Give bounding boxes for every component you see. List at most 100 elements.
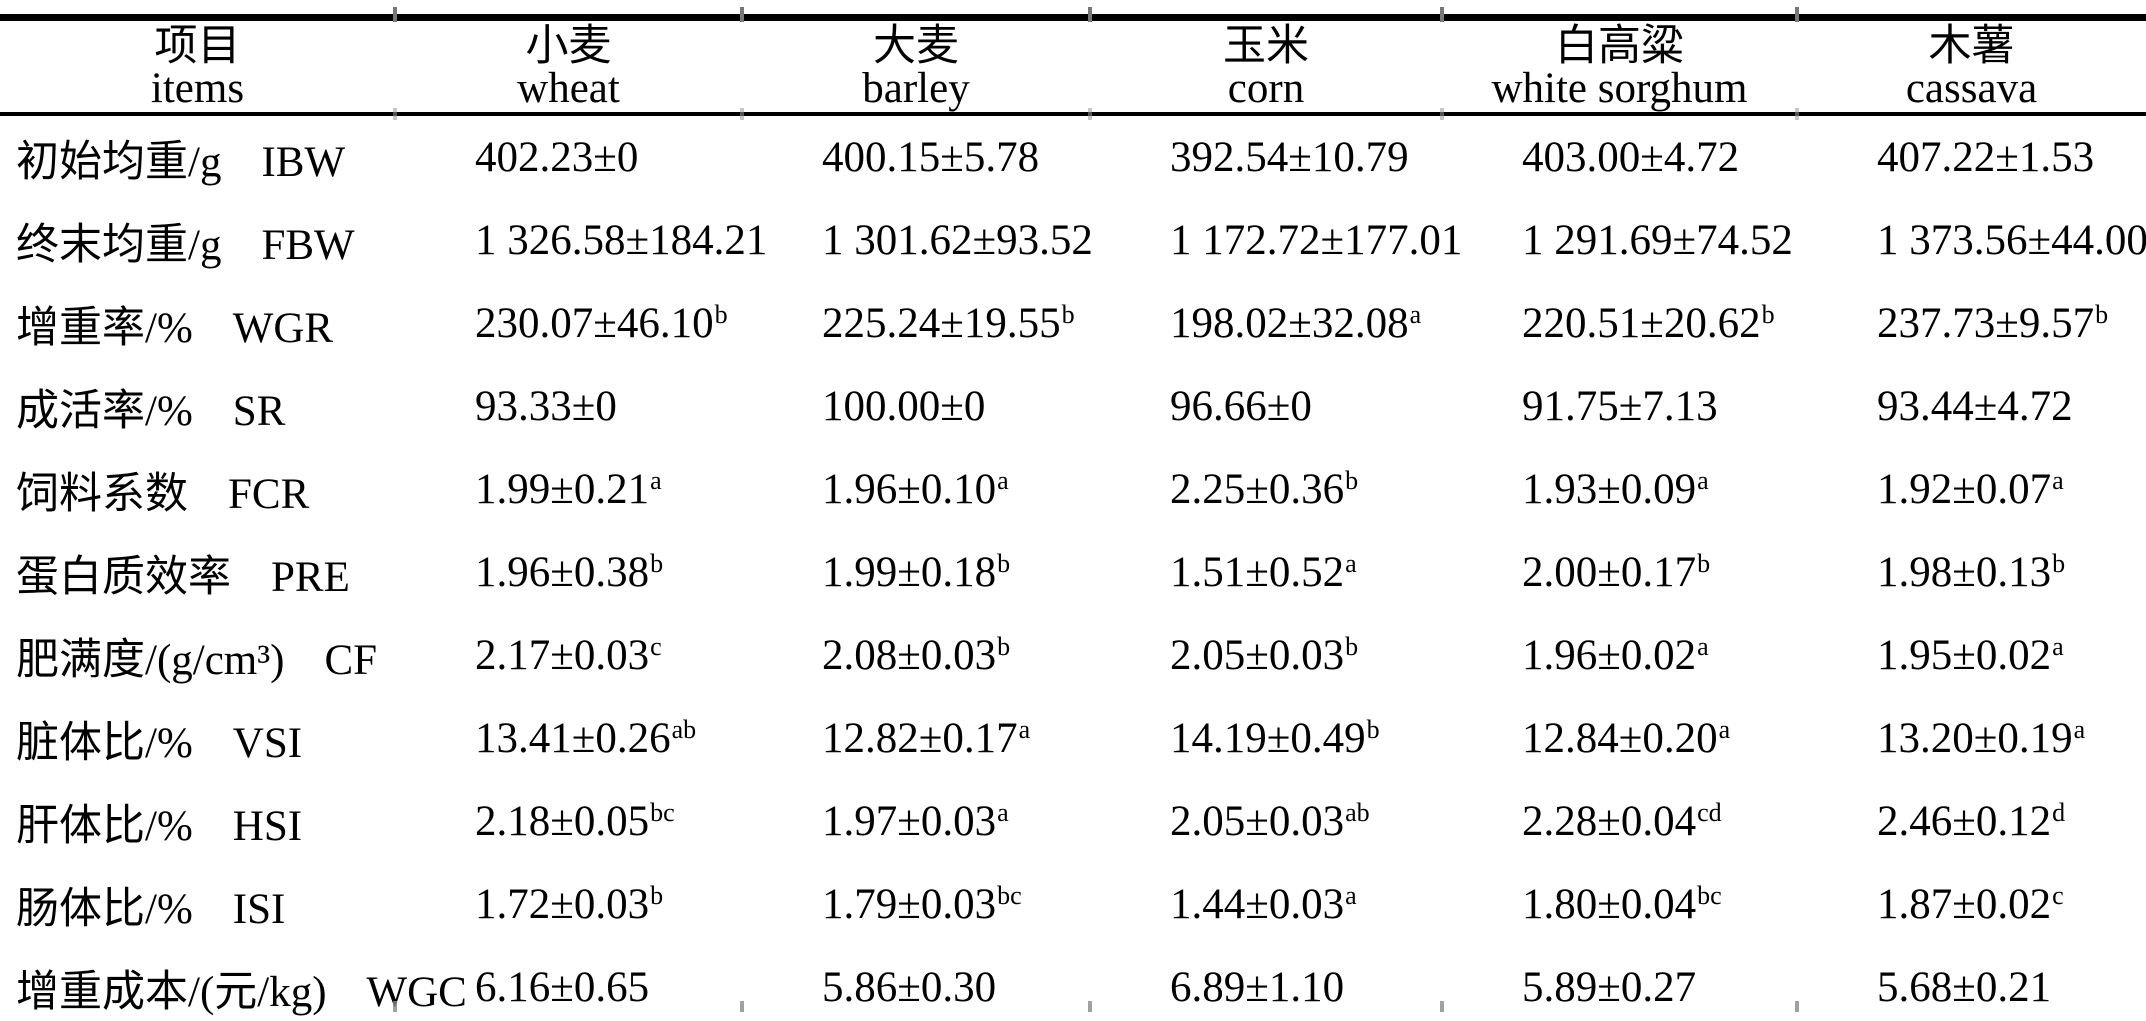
- row-label-abbr: FCR: [228, 470, 310, 518]
- column-separator-tick: [1440, 1001, 1444, 1012]
- value-cell: 13.20±0.19a: [1797, 697, 2146, 780]
- row-label-cell: 肥满度/(g/cm³) CF: [0, 614, 395, 697]
- significance-superscript: b: [1761, 299, 1775, 329]
- significance-superscript: ab: [1345, 797, 1370, 827]
- significance-superscript: b: [650, 880, 664, 910]
- measurement-value: 230.07±46.10: [475, 300, 714, 347]
- row-label-zh: 脏体比/%: [16, 719, 193, 767]
- significance-superscript: bc: [997, 880, 1022, 910]
- significance-superscript: b: [997, 631, 1011, 661]
- measurement-value: 407.22±1.53: [1877, 134, 2095, 181]
- value-cell: 2.08±0.03b: [742, 614, 1090, 697]
- significance-superscript: cd: [1697, 797, 1722, 827]
- measurement-value: 1.99±0.21: [475, 466, 650, 513]
- value-cell: 2.05±0.03b: [1090, 614, 1442, 697]
- measurement-value: 14.19±0.49: [1170, 715, 1366, 762]
- header-corn-en: corn: [1227, 65, 1305, 112]
- measurement-value: 1.96±0.02: [1522, 632, 1697, 679]
- measurement-value: 1 172.72±177.01: [1170, 217, 1463, 264]
- header-row: 项目 items 小麦 wheat 大麦 barley 玉米 corn 白高粱: [0, 17, 2146, 116]
- measurement-value: 2.00±0.17: [1522, 549, 1697, 596]
- header-white-sorghum-zh: 白高粱: [1555, 23, 1684, 70]
- row-label-abbr: HSI: [232, 802, 303, 850]
- measurement-value: 1.80±0.04: [1522, 881, 1697, 928]
- row-label-abbr: VSI: [232, 719, 303, 767]
- significance-superscript: b: [650, 548, 664, 578]
- value-cell: 93.44±4.72: [1797, 365, 2146, 448]
- value-cell: 91.75±7.13: [1442, 365, 1797, 448]
- measurement-value: 237.73±9.57: [1877, 300, 2095, 347]
- value-cell: 225.24±19.55b: [742, 282, 1090, 365]
- value-cell: 6.16±0.65: [395, 946, 742, 1021]
- row-label-cell: 初始均重/g IBW: [0, 114, 395, 199]
- significance-superscript: a: [1409, 299, 1422, 329]
- value-cell: 1 301.62±93.52: [742, 199, 1093, 282]
- value-cell: 12.84±0.20a: [1442, 697, 1797, 780]
- column-separator-tick: [740, 1001, 744, 1012]
- measurement-value: 2.28±0.04: [1522, 798, 1697, 845]
- header-barley-zh: 大麦: [873, 23, 959, 70]
- value-cell: 14.19±0.49b: [1090, 697, 1442, 780]
- measurement-value: 1 326.58±184.21: [475, 217, 768, 264]
- column-separator-tick: [740, 7, 744, 22]
- measurement-value: 1.92±0.07: [1877, 466, 2052, 513]
- significance-superscript: b: [1366, 714, 1380, 744]
- measurement-value: 2.17±0.03: [475, 632, 650, 679]
- value-cell: 2.25±0.36b: [1090, 448, 1442, 531]
- table-row: 终末均重/g FBW 1 326.58±184.21 1 301.62±93.52 1 …: [0, 199, 2146, 282]
- column-separator-tick: [1795, 7, 1799, 22]
- table-row: 初始均重/g IBW 402.23±0 400.15±5.78 392.54±10.79…: [0, 114, 2146, 199]
- column-separator-tick: [1440, 108, 1444, 120]
- row-label-zh: 蛋白质效率: [16, 553, 231, 601]
- value-cell: 1.97±0.03a: [742, 780, 1090, 863]
- measurement-value: 100.00±0: [822, 383, 986, 430]
- measurement-value: 1.44±0.03: [1170, 881, 1345, 928]
- value-cell: 220.51±20.62b: [1442, 282, 1797, 365]
- measurement-value: 1.51±0.52: [1170, 549, 1345, 596]
- measurement-value: 2.05±0.03: [1170, 632, 1345, 679]
- table-row: 成活率/% SR 93.33±0 100.00±0 96.66±0 91.75±7.13 9…: [0, 365, 2146, 448]
- header-cell-corn: 玉米 corn: [1090, 17, 1442, 116]
- significance-superscript: a: [650, 465, 662, 495]
- value-cell: 1.79±0.03bc: [742, 863, 1090, 946]
- measurement-value: 1.97±0.03: [822, 798, 997, 845]
- measurement-value: 1.93±0.09: [1522, 466, 1697, 513]
- value-cell: 96.66±0: [1090, 365, 1442, 448]
- row-label-zh: 初始均重/g: [16, 138, 222, 186]
- measurement-value: 1.98±0.13: [1877, 549, 2052, 596]
- measurement-value: 12.82±0.17: [822, 715, 1018, 762]
- measurement-value: 2.05±0.03: [1170, 798, 1345, 845]
- measurement-value: 93.44±4.72: [1877, 383, 2073, 430]
- measurement-value: 6.16±0.65: [475, 964, 650, 1011]
- significance-superscript: bc: [650, 797, 675, 827]
- row-label-cell: 终末均重/g FBW: [0, 199, 395, 282]
- measurement-value: 1.87±0.02: [1877, 881, 2052, 928]
- header-cassava-en: cassava: [1905, 65, 2038, 112]
- value-cell: 230.07±46.10b: [395, 282, 742, 365]
- significance-superscript: d: [2052, 797, 2066, 827]
- row-label-cell: 饲料系数 FCR: [0, 448, 395, 531]
- row-label-cell: 蛋白质效率 PRE: [0, 531, 395, 614]
- row-label-cell: 增重成本/(元/kg) WGC: [0, 946, 467, 1021]
- row-label-zh: 增重成本/(元/kg): [16, 968, 327, 1016]
- significance-superscript: a: [2073, 714, 2086, 744]
- row-label-cell: 肠体比/% ISI: [0, 863, 395, 946]
- value-cell: 402.23±0: [395, 114, 742, 199]
- value-cell: 1.87±0.02c: [1797, 863, 2146, 946]
- value-cell: 1.72±0.03b: [395, 863, 742, 946]
- value-cell: 1.44±0.03a: [1090, 863, 1442, 946]
- row-label-abbr: WGR: [232, 304, 334, 352]
- row-label-zh: 增重率/%: [16, 304, 193, 352]
- value-cell: 1.95±0.02a: [1797, 614, 2146, 697]
- measurement-value: 2.18±0.05: [475, 798, 650, 845]
- row-label-cell: 脏体比/% VSI: [0, 697, 395, 780]
- measurement-value: 5.68±0.21: [1877, 964, 2052, 1011]
- row-label-cell: 增重率/% WGR: [0, 282, 395, 365]
- column-separator-tick: [740, 108, 744, 120]
- header-cell-white-sorghum: 白高粱 white sorghum: [1442, 17, 1797, 116]
- header-cell-barley: 大麦 barley: [742, 17, 1090, 116]
- measurement-value: 1 301.62±93.52: [822, 217, 1093, 264]
- measurement-value: 1.96±0.38: [475, 549, 650, 596]
- table-body: 初始均重/g IBW 402.23±0 400.15±5.78 392.54±10.79…: [0, 114, 2146, 1021]
- significance-superscript: a: [2052, 465, 2064, 495]
